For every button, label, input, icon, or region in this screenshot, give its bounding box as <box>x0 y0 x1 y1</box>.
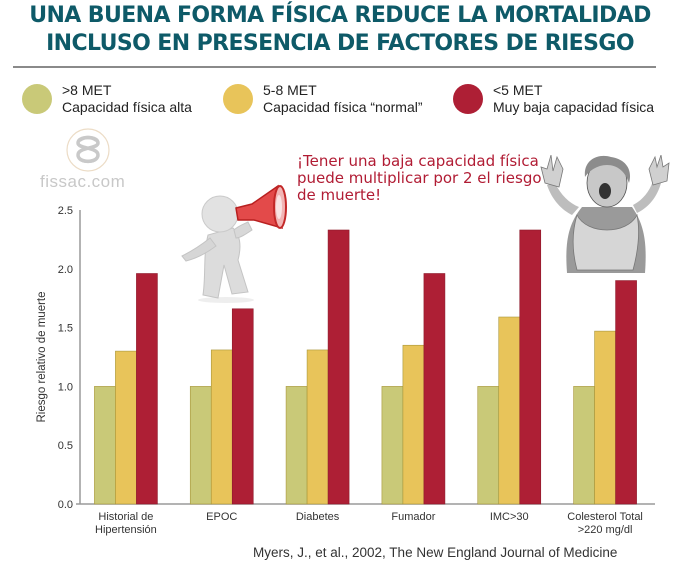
bar-low-5 <box>615 280 637 505</box>
scared-woman-icon <box>540 155 670 273</box>
y-axis-label: Riesgo relativo de muerte <box>36 291 48 423</box>
y-tick-label: 2.0 <box>58 264 73 276</box>
bar-normal-0 <box>115 350 137 505</box>
legend-text-normal: 5-8 MET Capacidad física “normal” <box>263 82 423 116</box>
x-tick-label: >220 mg/dl <box>578 524 633 536</box>
x-tick-label: Historial de <box>98 511 153 523</box>
y-tick-label: 2.5 <box>58 205 73 217</box>
legend-text-high: >8 MET Capacidad física alta <box>62 82 192 116</box>
x-tick-label: IMC>30 <box>490 511 529 523</box>
x-tick-label: Hipertensión <box>95 524 157 536</box>
legend-swatch-high <box>22 84 52 114</box>
x-tick-label: Colesterol Total <box>567 511 643 523</box>
y-tick-label: 0.5 <box>58 440 73 452</box>
legend-normal-label: Capacidad física “normal” <box>263 99 423 115</box>
bar-normal-5 <box>594 330 616 505</box>
bar-normal-4 <box>498 316 521 505</box>
bar-normal-2 <box>306 349 329 505</box>
x-tick-label: Diabetes <box>296 511 340 523</box>
x-tick-label: EPOC <box>206 511 237 523</box>
y-tick-label: 1.5 <box>58 323 73 335</box>
legend-high-label: Capacidad física alta <box>62 99 192 115</box>
legend-normal-met: 5-8 MET <box>263 82 317 98</box>
callout-line1: ¡Tener una baja capacidad física <box>297 152 539 170</box>
bar-high-4 <box>477 386 500 505</box>
bar-high-1 <box>189 386 212 505</box>
callout-line3: de muerte! <box>297 186 382 204</box>
legend-item-low: <5 MET Muy baja capacidad física <box>453 82 654 116</box>
fissac-logo-icon <box>66 128 110 172</box>
bar-high-3 <box>381 386 404 505</box>
bar-normal-3 <box>402 344 425 505</box>
legend-item-high: >8 MET Capacidad física alta <box>22 82 192 116</box>
legend-high-met: >8 MET <box>62 82 112 98</box>
bar-low-0 <box>136 273 158 505</box>
legend-low-label: Muy baja capacidad física <box>493 99 655 115</box>
source-citation: Myers, J., et al., 2002, The New England… <box>253 545 618 560</box>
legend-item-normal: 5-8 MET Capacidad física “normal” <box>223 82 423 116</box>
x-tick-label: Fumador <box>391 511 435 523</box>
page-title-line1: UNA BUENA FORMA FÍSICA REDUCE LA MORTALI… <box>29 3 651 28</box>
watermark-text: fissac.com <box>40 172 126 191</box>
bar-high-2 <box>285 386 308 505</box>
bar-low-1 <box>231 308 254 505</box>
page-title-line2: INCLUSO EN PRESENCIA DE FACTORES DE RIES… <box>46 31 634 56</box>
title-divider <box>13 66 656 68</box>
bar-high-0 <box>94 386 116 505</box>
y-tick-label: 1.0 <box>58 381 73 393</box>
callout-text: ¡Tener una baja capacidad física puede m… <box>297 153 542 204</box>
legend-swatch-low <box>453 84 483 114</box>
legend-swatch-normal <box>223 84 253 114</box>
legend-low-met: <5 MET <box>493 82 543 98</box>
bar-low-2 <box>327 229 350 505</box>
legend-text-low: <5 MET Muy baja capacidad física <box>493 82 654 116</box>
bar-high-5 <box>573 386 595 505</box>
bar-low-3 <box>423 273 446 505</box>
megaphone-figure-icon <box>181 184 287 303</box>
callout-line2: puede multiplicar por 2 el riesgo <box>297 169 542 187</box>
bar-normal-1 <box>210 349 233 505</box>
bar-low-4 <box>519 229 542 505</box>
y-tick-label: 0.0 <box>58 499 73 511</box>
